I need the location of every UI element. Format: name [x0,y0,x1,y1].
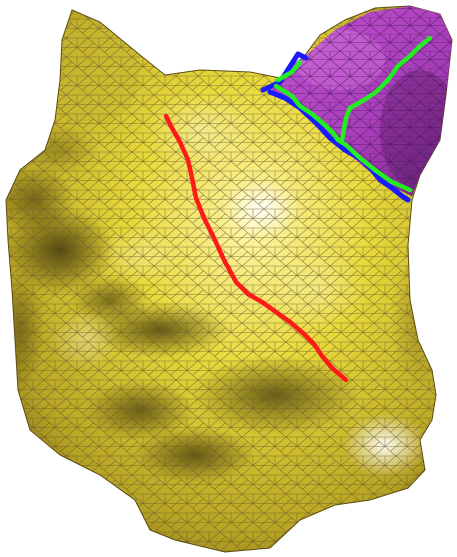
green-boundary-curve [273,35,433,193]
red-cut-curve [163,113,349,383]
